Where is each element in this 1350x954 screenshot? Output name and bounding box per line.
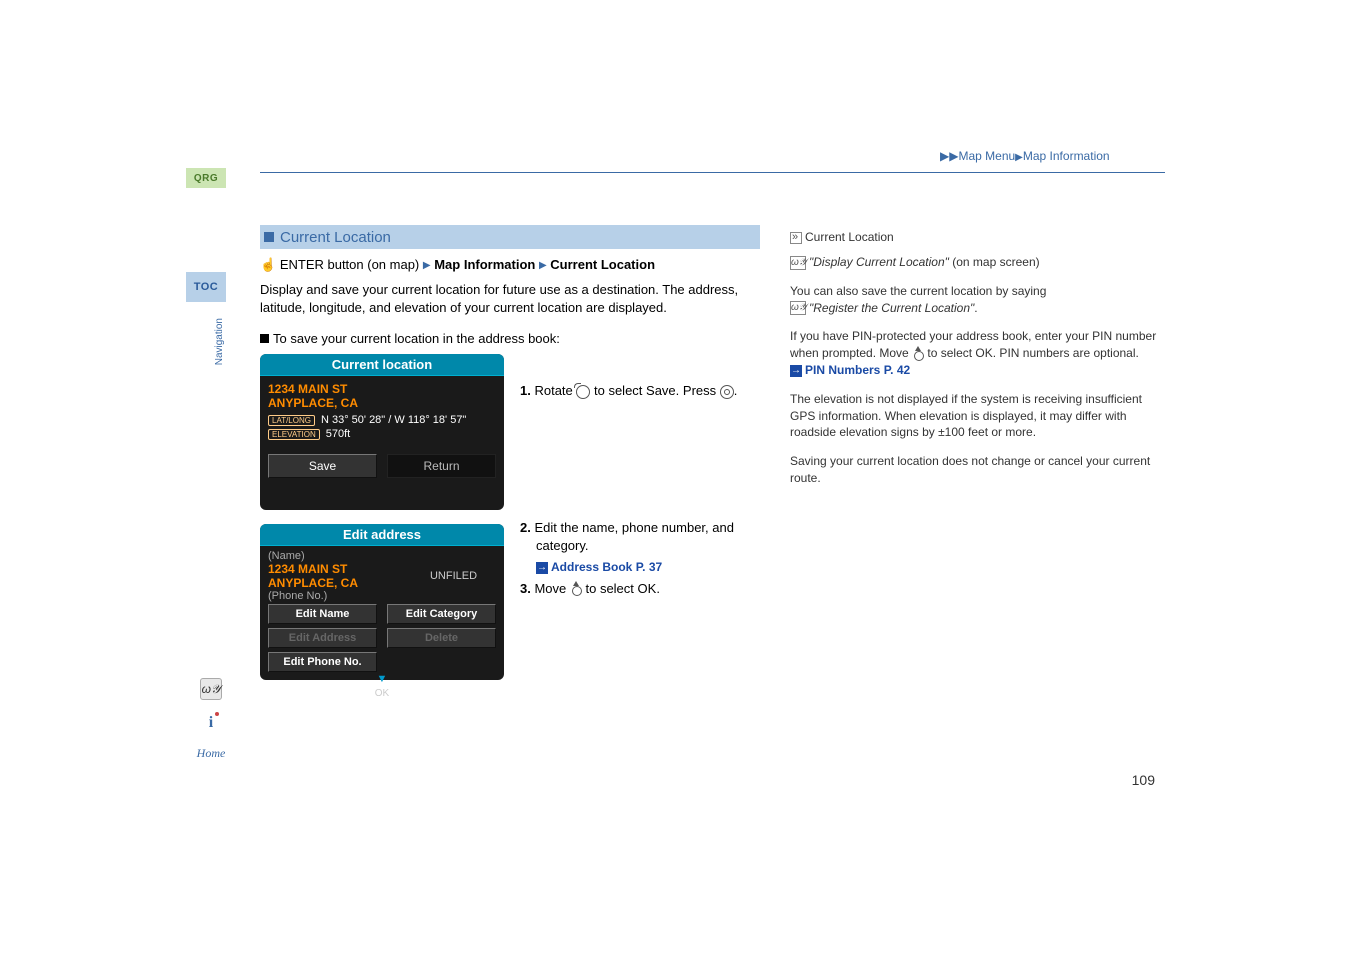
address-line-2: ANYPLACE, CA <box>268 576 411 590</box>
voice-command-icon: ω𝒴 <box>790 301 806 315</box>
section-title: Current Location <box>280 229 391 246</box>
elevation-label: ELEVATION <box>268 429 320 440</box>
sidebar-heading: Current Location <box>790 230 1165 244</box>
latlong-label: LAT/LONG <box>268 415 315 426</box>
edit-category-button[interactable]: Edit Category <box>387 604 496 624</box>
phone-label: (Phone No.) <box>268 590 411 602</box>
elevation-note: The elevation is not displayed if the sy… <box>790 391 1165 441</box>
rotate-dial-icon <box>576 385 590 399</box>
screen-title: Current location <box>260 354 504 376</box>
voice-commands-icon[interactable]: ω𝒴 <box>200 678 222 700</box>
path-separator-icon: ▶ <box>539 260 547 271</box>
pin-numbers-link[interactable]: PIN Numbers <box>805 363 880 377</box>
toc-tab[interactable]: TOC <box>186 272 226 302</box>
menu-path: ☝ ENTER button (on map) ▶ Map Informatio… <box>260 257 760 273</box>
main-content: Current Location ☝ ENTER button (on map)… <box>260 225 760 680</box>
latlong-row: LAT/LONG N 33° 50' 28" / W 118° 18' 57" <box>268 414 496 426</box>
current-location-screen: Current location 1234 MAIN ST ANYPLACE, … <box>260 354 504 510</box>
route-note: Saving your current location does not ch… <box>790 453 1165 487</box>
breadcrumb: ▶▶Map Menu▶Map Information <box>940 149 1110 163</box>
info-icon[interactable]: i <box>200 712 222 734</box>
edit-address-screen: Edit address (Name) 1234 MAIN ST ANYPLAC… <box>260 524 504 680</box>
page-number: 109 <box>1132 772 1155 788</box>
home-icon[interactable]: Home <box>196 742 226 764</box>
screen-title: Edit address <box>260 524 504 546</box>
edit-phone-button[interactable]: Edit Phone No. <box>268 652 377 672</box>
move-stick-icon <box>570 582 582 596</box>
breadcrumb-arrows: ▶▶ <box>940 149 958 163</box>
ok-indicator: ▼ OK <box>260 674 504 705</box>
section-heading: Current Location <box>260 225 760 249</box>
elevation-row: ELEVATION 570ft <box>268 428 496 440</box>
link-arrow-icon: → <box>790 365 802 377</box>
save-button[interactable]: Save <box>268 454 377 478</box>
delete-button: Delete <box>387 628 496 648</box>
link-arrow-icon: → <box>536 562 548 574</box>
section-description: Display and save your current location f… <box>260 281 760 317</box>
tip-icon <box>790 232 802 244</box>
press-icon <box>720 385 734 399</box>
name-label: (Name) <box>268 550 411 562</box>
address-line-1: 1234 MAIN ST <box>268 382 496 396</box>
edit-address-button: Edit Address <box>268 628 377 648</box>
sub-heading: To save your current location in the add… <box>260 331 760 346</box>
step-1: 1. Rotate to select Save. Press . <box>520 382 760 404</box>
steps-2-3: 2. Edit the name, phone number, and cate… <box>520 519 760 601</box>
section-tab-navigation: Navigation <box>214 318 225 365</box>
sidebar-tips: Current Location ω𝒴"Display Current Loca… <box>790 230 1165 499</box>
address-book-link[interactable]: Address Book <box>551 560 632 574</box>
enter-button-icon: ☝ <box>260 257 276 272</box>
category-value: UNFILED <box>411 550 496 602</box>
qrg-tab[interactable]: QRG <box>186 168 226 188</box>
heading-bullet-icon <box>264 232 274 242</box>
path-separator-icon: ▶ <box>423 260 431 271</box>
header-rule <box>260 172 1165 173</box>
return-button[interactable]: Return <box>387 454 496 478</box>
address-line-1: 1234 MAIN ST <box>268 562 411 576</box>
move-stick-icon <box>912 347 924 361</box>
address-line-2: ANYPLACE, CA <box>268 396 496 410</box>
subhead-bullet-icon <box>260 334 269 343</box>
voice-command-icon: ω𝒴 <box>790 256 806 270</box>
edit-name-button[interactable]: Edit Name <box>268 604 377 624</box>
